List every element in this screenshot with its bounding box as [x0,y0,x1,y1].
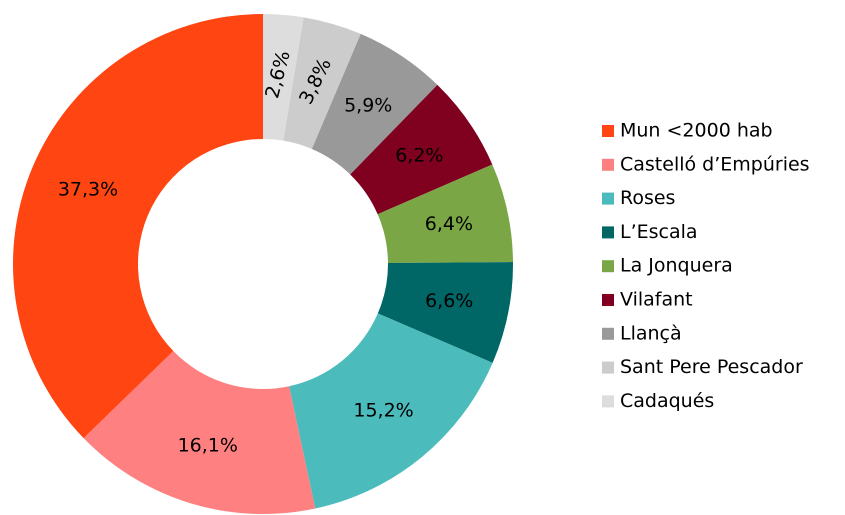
donut-slice [350,84,493,215]
legend-swatch [602,294,614,306]
legend-label: Castelló d’Empúries [620,153,810,175]
donut-slice [263,14,304,141]
slice-label: 5,9% [344,94,392,116]
legend-swatch [602,226,614,239]
legend-swatch [602,327,614,340]
slice-label: 37,3% [58,178,118,200]
slice-label: 16,1% [178,434,238,456]
legend-label: La Jonquera [620,255,733,277]
donut-slice [311,33,438,175]
legend-label: L’Escala [620,221,698,243]
slice-label: 6,2% [395,145,443,167]
legend-swatch [602,125,614,137]
legend-label: Roses [620,187,675,209]
slice-label: 6,6% [425,290,473,312]
legend-swatch [602,260,614,273]
donut-slice [283,17,361,149]
legend-label: Llançà [620,322,682,344]
legend-swatch [602,361,614,374]
legend-label: Mun <2000 hab [620,120,773,142]
slice-label: 6,4% [425,213,473,235]
donut-slice [377,164,513,264]
legend-swatch [602,395,614,408]
legend-label: Cadaqués [620,390,714,412]
donut-slice [83,351,316,514]
donut-slice [12,14,263,439]
legend-swatch [602,158,614,171]
donut-slice [377,262,513,363]
slice-label: 15,2% [353,399,413,421]
legend-label: Vilafant [620,289,693,311]
donut-slice [289,313,493,509]
legend-swatch [602,192,614,205]
legend-label: Sant Pere Pescador [620,356,803,378]
